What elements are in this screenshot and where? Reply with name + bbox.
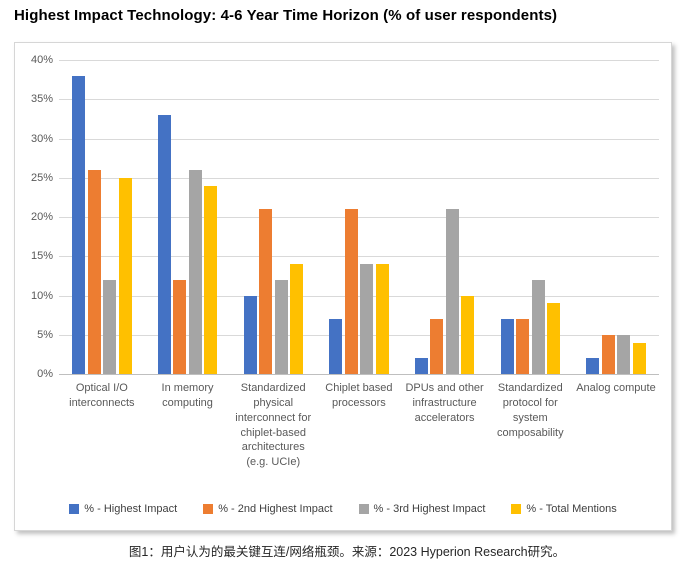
bar [290,264,304,374]
x-axis-category-label: Standardized protocol for system composa… [496,382,564,439]
gridline [59,60,659,61]
bar [87,169,101,374]
gridline [59,295,659,297]
bar [632,342,646,374]
bar [259,209,273,374]
bar [344,209,358,374]
y-axis-tick-label: 40% [30,54,53,66]
bar [243,295,257,374]
y-axis-tick-label: 35% [30,93,53,106]
bar [445,209,459,374]
bar [430,319,444,374]
legend-label: % - 3rd Highest Impact [373,503,486,515]
legend-item: % - Highest Impact [69,503,177,515]
x-axis-category-label: DPUs and other infrastructure accelerato… [405,382,484,424]
bar [118,177,132,374]
figure-caption: 图1：用户认为的最关键互连/网络瓶颈。来源：2023 Hyperion Rese… [128,545,566,559]
y-axis-tick-label: 25% [30,171,53,184]
plot-area: 0% 5% 10% 15% 20% 25% 30% 35% 40% [31,54,659,380]
bar [516,319,530,374]
legend-item: % - 2nd Highest Impact [203,503,333,515]
legend-item: % - Total Mentions [511,503,617,515]
legend-marker-icon [69,504,80,514]
bar [461,295,475,374]
gridline [59,374,659,375]
bar [72,75,86,374]
legend-label: % - 2nd Highest Impact [218,503,333,515]
y-axis-tick-label: 20% [30,211,53,223]
chart-title: Highest Impact Technology: 4-6 Year Time… [14,7,558,24]
bar [617,334,631,374]
chart-frame: 0% 5% 10% 15% 20% 25% 30% 35% 40% Optical I/O in… [14,42,672,531]
x-axis-category-label: Standardized physical interconnect for c… [235,382,312,469]
bar [274,279,288,374]
bar [547,303,561,374]
y-axis-tick-label: 10% [30,289,53,302]
bar [375,264,389,374]
legend-marker-icon [511,504,522,514]
bar [586,358,600,374]
bar [204,185,218,374]
gridline [59,177,659,179]
y-axis-tick-label: 30% [30,132,53,145]
bar [531,279,545,374]
bar [414,358,428,374]
gridline [59,334,659,336]
gridline [59,99,659,101]
bar [157,114,171,374]
bar [601,334,615,374]
bar [500,319,514,374]
gridline [59,138,659,140]
y-axis-tick-label: 5% [37,328,53,341]
bar [188,169,202,374]
x-axis-category-label: In memory computing [161,382,214,409]
legend-label: % - Total Mentions [526,503,617,515]
y-axis-tick-label: 15% [30,250,53,263]
legend-item: % - 3rd Highest Impact [358,503,486,515]
x-axis-category-label: Chiplet based processors [325,382,393,409]
x-axis-category-label: Analog compute [576,382,656,394]
x-axis-category-label: Optical I/O interconnects [69,382,135,409]
legend-label: % - Highest Impact [84,503,178,515]
bar [329,319,343,374]
legend: % - Highest Impact % - 2nd Highest Impact… [15,503,671,515]
y-axis-tick-label: 0% [37,368,53,380]
x-axis-labels: Optical I/O interconnects In memory compu… [59,381,659,470]
gridline [59,256,659,258]
bar [173,279,187,374]
legend-marker-icon [358,504,369,514]
gridline [59,217,659,218]
legend-marker-icon [203,504,214,514]
bar [103,279,117,374]
bar [360,264,374,374]
